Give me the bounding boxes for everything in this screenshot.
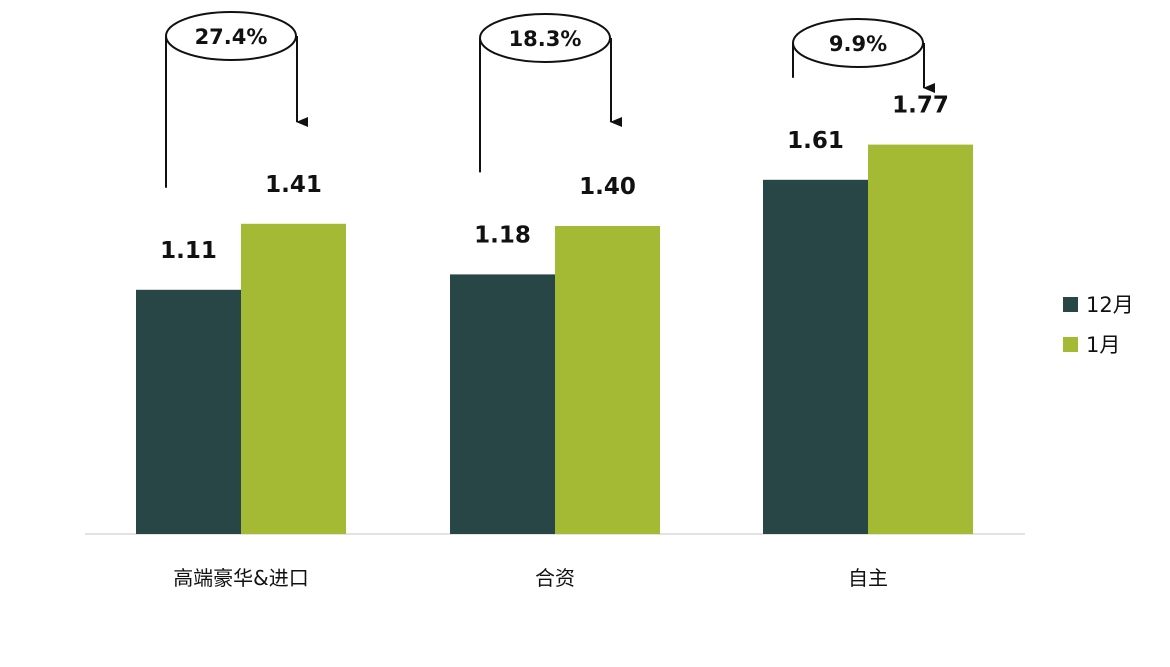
growth-ellipse — [165, 11, 297, 61]
growth-label: 27.4% — [195, 25, 268, 49]
category-label: 自主 — [848, 566, 888, 590]
data-label: 1.11 — [160, 238, 217, 264]
bar-dec-1 — [450, 274, 555, 534]
data-label: 1.41 — [265, 172, 322, 198]
legend-label-0: 12月 — [1086, 293, 1134, 317]
growth-label: 9.9% — [829, 32, 887, 56]
legend-swatch-0 — [1063, 297, 1078, 312]
data-label: 1.61 — [787, 128, 844, 154]
bar-jan-2 — [868, 144, 973, 534]
category-label: 合资 — [535, 566, 575, 590]
legend: 12月 1月 — [1063, 293, 1134, 357]
data-label: 1.18 — [474, 222, 531, 248]
bar-dec-0 — [136, 289, 241, 534]
data-label: 1.40 — [579, 174, 636, 200]
category-label: 高端豪华&进口 — [173, 566, 309, 590]
bar-dec-2 — [763, 179, 868, 535]
legend-label-1: 1月 — [1086, 333, 1120, 357]
growth-ellipse — [479, 13, 611, 63]
data-label: 1.77 — [892, 93, 949, 119]
legend-swatch-1 — [1063, 337, 1078, 352]
growth-ellipse — [792, 18, 924, 68]
bar-jan-1 — [555, 226, 660, 534]
bar-jan-0 — [241, 223, 346, 535]
growth-label: 18.3% — [509, 27, 582, 51]
